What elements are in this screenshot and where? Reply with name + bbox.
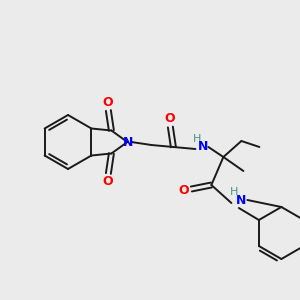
- Text: N: N: [123, 136, 134, 148]
- Text: O: O: [102, 175, 113, 188]
- Text: H: H: [230, 187, 238, 197]
- Text: O: O: [178, 184, 189, 196]
- Text: N: N: [198, 140, 208, 154]
- Text: O: O: [164, 112, 175, 125]
- Text: N: N: [236, 194, 247, 206]
- Text: O: O: [102, 96, 113, 109]
- Text: H: H: [193, 134, 202, 144]
